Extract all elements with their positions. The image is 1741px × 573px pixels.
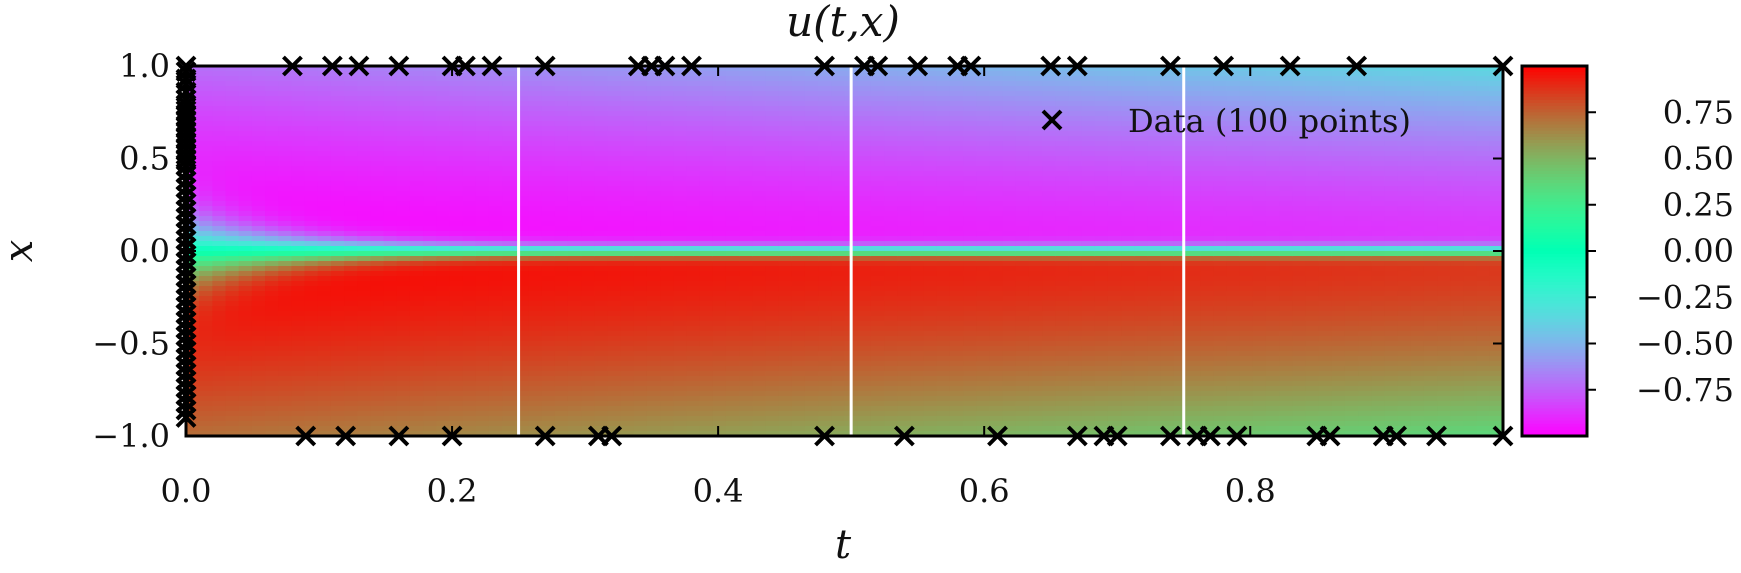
data-point-marker — [534, 55, 556, 77]
x-tick: 0.6 — [959, 66, 1010, 510]
colorbar-tick: 0.00 — [1587, 232, 1734, 270]
data-point-marker — [1346, 55, 1368, 77]
legend: Data (100 points) — [1041, 102, 1411, 140]
colorbar-tick: −0.25 — [1587, 278, 1734, 316]
colorbar-tick: −0.75 — [1587, 371, 1734, 409]
data-point-marker — [1160, 55, 1181, 77]
y-tick-label: 0.0 — [119, 232, 170, 270]
colorbar-tick-label: −0.75 — [1636, 371, 1734, 409]
data-point-marker — [654, 55, 676, 77]
colorbar-tick-label: 0.00 — [1663, 232, 1734, 270]
colorbar-tick-label: 0.25 — [1663, 186, 1734, 224]
chart-title: u(t,x) — [786, 0, 900, 46]
data-point-marker — [175, 399, 197, 421]
x-tick-label: 0.6 — [959, 472, 1010, 510]
legend-marker — [1041, 109, 1063, 131]
data-point-marker — [1199, 425, 1221, 447]
data-point-marker — [601, 425, 623, 447]
data-point-marker — [1040, 55, 1062, 77]
data-point-marker — [534, 425, 556, 447]
data-point-marker — [1386, 425, 1407, 447]
y-tick: 0.0 — [119, 232, 1503, 270]
data-point-marker — [388, 55, 410, 77]
legend-label: Data (100 points) — [1128, 102, 1411, 140]
data-point-marker — [1226, 425, 1248, 447]
data-point-marker — [1106, 425, 1128, 447]
y-axis-ticks: −1.0 −0.5 0.0 0.5 1.0 — [92, 47, 1503, 455]
colorbar-tick-label: 0.75 — [1663, 93, 1734, 131]
legend-marker-x — [1041, 109, 1063, 131]
data-point-marker — [1319, 425, 1341, 447]
y-tick: 1.0 — [119, 47, 1503, 85]
data-point-marker — [960, 55, 982, 77]
heatmap — [186, 66, 1503, 436]
colorbar-tick: 0.75 — [1587, 93, 1734, 131]
y-tick-label: 0.5 — [119, 140, 170, 178]
x-tick: 0.2 — [427, 66, 478, 510]
data-point-marker — [175, 407, 197, 428]
colorbar-tick: 0.50 — [1587, 140, 1734, 178]
data-point-marker — [1213, 55, 1235, 77]
data-point-marker — [454, 55, 476, 77]
data-point-marker — [295, 425, 317, 447]
x-axis-label: t — [835, 522, 852, 568]
data-point-marker — [1066, 425, 1088, 447]
data-point-marker — [814, 425, 835, 447]
data-point-marker — [1426, 425, 1447, 447]
data-markers — [175, 55, 1514, 447]
data-point-marker — [348, 55, 370, 77]
data-point-marker — [867, 55, 889, 77]
colorbar-tick-label: 0.50 — [1663, 140, 1734, 178]
snapshot-lines — [517, 66, 1186, 436]
x-tick-label: 0.4 — [693, 472, 744, 510]
colorbar-tick: −0.50 — [1587, 325, 1734, 363]
data-point-marker — [282, 55, 303, 77]
data-point-marker — [388, 425, 410, 447]
x-tick-label: 0.8 — [1225, 472, 1276, 510]
data-point-marker — [321, 55, 343, 77]
x-tick-label: 0.0 — [161, 472, 212, 510]
data-point-marker — [1160, 425, 1181, 447]
data-point-marker — [907, 55, 929, 77]
y-tick: −1.0 — [92, 417, 1503, 455]
y-axis-label: x — [0, 240, 42, 263]
data-point-marker — [335, 425, 357, 447]
plot-area: 0.0 0.2 0.4 0.6 0.8 −1.0 −0.5 0.0 0.5 1.0 — [92, 47, 1514, 510]
colorbar-tick: 0.25 — [1587, 186, 1734, 224]
x-tick-label: 0.2 — [427, 472, 478, 510]
x-axis-ticks: 0.0 0.2 0.4 0.6 0.8 — [161, 66, 1276, 510]
y-tick-label: −1.0 — [92, 417, 170, 455]
y-tick: −0.5 — [92, 325, 1503, 363]
colorbar-ticks: 0.75 0.50 0.25 0.00 −0.25 −0.50 −0.75 — [1587, 93, 1734, 409]
data-point-marker — [987, 425, 1008, 447]
data-point-marker — [814, 55, 835, 77]
x-tick: 0.0 — [161, 66, 212, 510]
colorbar: 0.75 0.50 0.25 0.00 −0.25 −0.50 −0.75 — [1520, 64, 1734, 438]
colorbar-tick-label: −0.50 — [1636, 325, 1734, 363]
x-tick: 0.4 — [693, 66, 744, 510]
data-point-marker — [1066, 55, 1088, 77]
colorbar-tick-label: −0.25 — [1636, 278, 1734, 316]
data-point-marker — [481, 55, 503, 77]
x-tick: 0.8 — [1225, 66, 1276, 510]
data-point-marker — [1279, 55, 1301, 77]
y-tick: 0.5 — [119, 140, 1503, 178]
y-tick-label: 1.0 — [119, 47, 170, 85]
colorbar-gradient — [1522, 66, 1587, 437]
y-tick-label: −0.5 — [92, 325, 170, 363]
data-point-marker — [681, 55, 702, 77]
data-point-marker — [893, 425, 915, 447]
